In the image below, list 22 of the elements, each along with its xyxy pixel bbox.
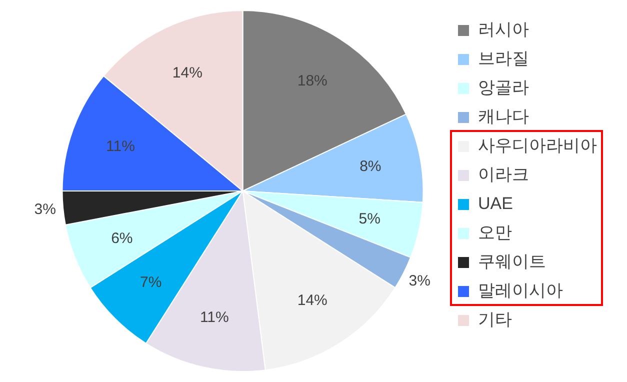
data-label: 11% — [200, 308, 229, 326]
data-label: 14% — [172, 64, 202, 82]
data-label: 11% — [106, 138, 135, 156]
legend-label: 말레이시아 — [478, 281, 563, 300]
data-label: 3% — [34, 200, 56, 218]
data-label: 3% — [408, 272, 430, 290]
legend-label: 브라질 — [478, 49, 529, 68]
legend-label: 앙골라 — [478, 78, 529, 98]
legend-label: 사우디아라비아 — [478, 136, 597, 156]
data-label: 14% — [297, 292, 328, 309]
data-label: 18% — [297, 72, 328, 90]
legend-label: 기타 — [478, 310, 512, 330]
legend-label: 캐나다 — [478, 107, 529, 126]
legend-label: 오만 — [478, 223, 512, 242]
legend-label: 러시아 — [478, 20, 529, 40]
data-label: 5% — [358, 210, 380, 228]
data-label: 7% — [140, 274, 162, 292]
legend-label: 쿠웨이트 — [478, 252, 546, 272]
data-label: 8% — [360, 158, 382, 175]
legend-label: UAE — [478, 194, 513, 214]
data-label: 6% — [111, 230, 133, 247]
legend-label: 이라크 — [478, 165, 529, 184]
